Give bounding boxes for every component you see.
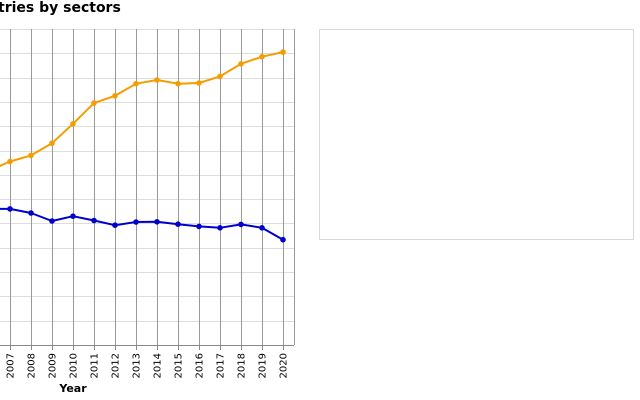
data-point[interactable] (49, 140, 55, 146)
data-point[interactable] (112, 93, 118, 99)
data-point[interactable] (7, 206, 13, 212)
data-point[interactable] (280, 236, 286, 243)
data-point[interactable] (49, 218, 55, 224)
x-tick-label: 2009 (48, 353, 59, 378)
data-point[interactable] (280, 49, 286, 55)
data-point[interactable] (112, 222, 118, 228)
data-point[interactable] (154, 77, 160, 83)
data-point[interactable] (28, 152, 34, 159)
grid (0, 29, 295, 345)
x-tick-label: 2014 (153, 353, 164, 378)
x-tick-label: 2015 (174, 353, 185, 378)
series-1 (0, 49, 286, 167)
series-2 (0, 206, 286, 243)
x-axis: 2007 2008 2009 2010 2011 2012 2013 2014 2015 2016… (0, 345, 294, 378)
series-layer (0, 49, 286, 243)
x-tick-label: 2008 (27, 353, 38, 378)
data-point[interactable] (91, 217, 97, 224)
data-point[interactable] (175, 221, 181, 227)
x-tick-label: 2018 (237, 353, 248, 378)
chart-title: tries by sectors (0, 0, 121, 16)
x-tick-label: 2017 (216, 353, 227, 378)
data-point[interactable] (175, 80, 181, 87)
x-axis-title: Year (58, 382, 87, 395)
data-point[interactable] (7, 158, 13, 165)
data-point[interactable] (133, 219, 139, 225)
data-point[interactable] (238, 61, 244, 67)
x-tick-label: 2020 (279, 353, 290, 378)
x-tick-label: 2011 (90, 353, 101, 378)
data-point[interactable] (259, 225, 265, 231)
data-point[interactable] (217, 73, 223, 80)
data-point[interactable] (196, 223, 202, 230)
data-point[interactable] (259, 53, 265, 60)
data-point[interactable] (154, 219, 160, 225)
data-point[interactable] (217, 225, 223, 231)
series-line (0, 51, 284, 167)
data-point[interactable] (133, 80, 139, 87)
data-point[interactable] (28, 210, 34, 216)
data-point[interactable] (238, 221, 244, 228)
x-tick-label: 2010 (69, 353, 80, 378)
x-tick-label: 2016 (195, 353, 206, 378)
x-tick-label: 2007 (6, 353, 17, 378)
legend-panel (319, 29, 634, 240)
data-point[interactable] (91, 100, 97, 106)
x-tick-label: 2012 (111, 353, 122, 378)
data-point[interactable] (196, 80, 202, 86)
data-point[interactable] (70, 213, 76, 219)
x-tick-label: 2013 (132, 353, 143, 378)
data-point[interactable] (70, 121, 76, 127)
x-tick-label: 2019 (258, 353, 269, 378)
